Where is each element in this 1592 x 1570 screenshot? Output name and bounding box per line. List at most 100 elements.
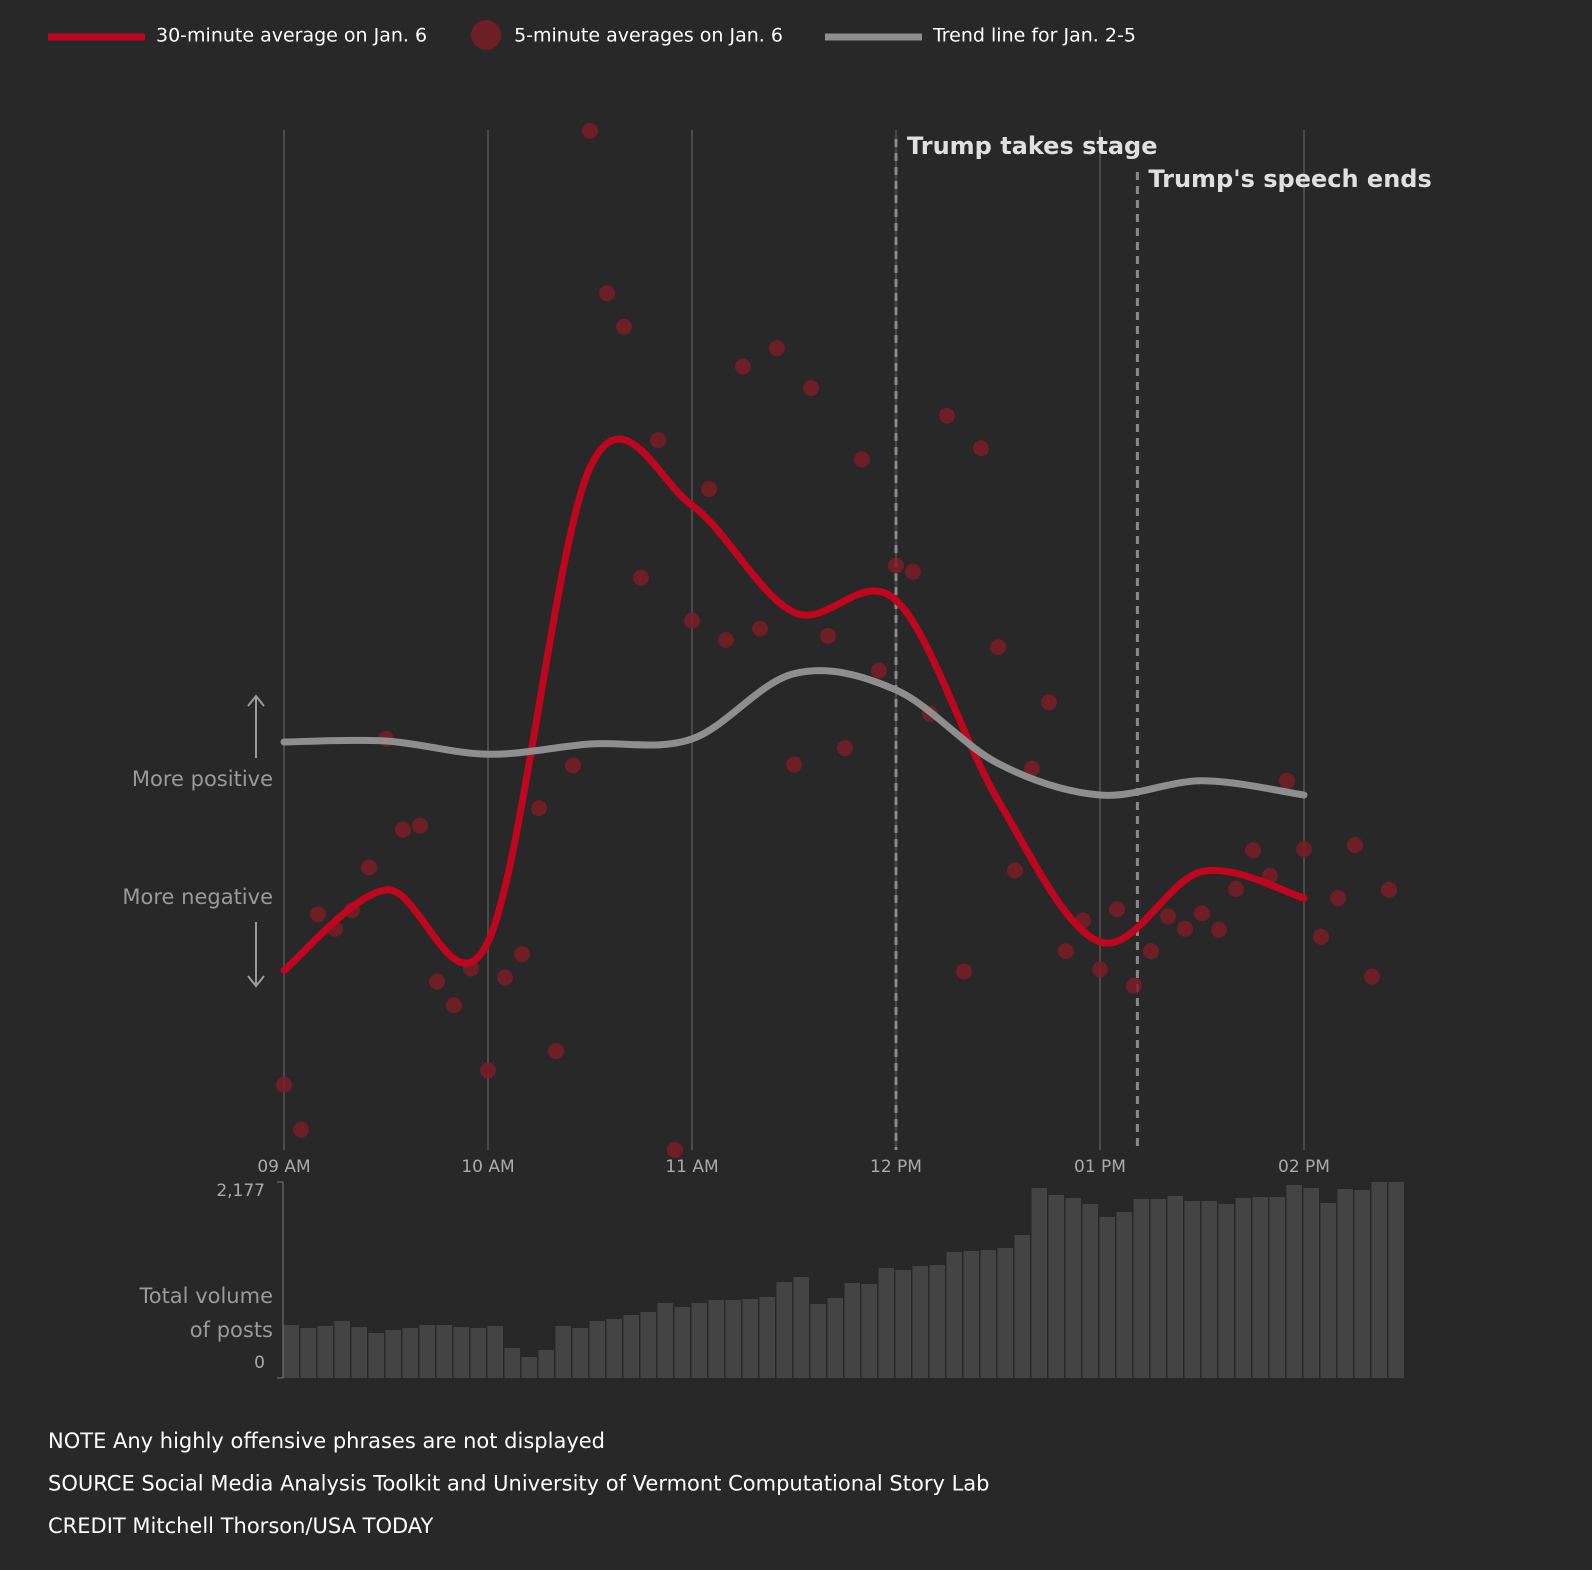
- dot: [837, 740, 853, 757]
- dot: [1160, 908, 1176, 925]
- legend-label: Trend line for Jan. 2-5: [932, 25, 1136, 47]
- dot: [1279, 772, 1295, 789]
- dot: [735, 358, 751, 375]
- bar: [504, 1348, 520, 1378]
- bar: [1065, 1198, 1081, 1378]
- dot: [1245, 842, 1261, 859]
- bar: [606, 1319, 622, 1378]
- dot: [310, 906, 326, 923]
- x-tick-label: 09 AM: [257, 1157, 310, 1177]
- dot: [395, 821, 411, 838]
- dot: [1330, 890, 1346, 907]
- bar: [1082, 1203, 1098, 1378]
- dot: [361, 859, 377, 876]
- dot: [939, 407, 955, 424]
- dot: [718, 632, 734, 648]
- dot: [1211, 921, 1227, 938]
- bar: [640, 1312, 656, 1378]
- dot: [1296, 841, 1312, 858]
- bar: [759, 1296, 775, 1378]
- bar: [317, 1325, 333, 1378]
- dot: [1092, 961, 1108, 978]
- bar: [1218, 1203, 1234, 1378]
- line: [280, 435, 1308, 974]
- dot: [1126, 977, 1142, 994]
- bar: [1201, 1200, 1217, 1378]
- bar: [1167, 1195, 1183, 1378]
- note: NOTE Any highly offensive phrases are no…: [48, 1429, 605, 1453]
- x-tick-label: 02 PM: [1278, 1157, 1330, 1177]
- dot: [480, 1062, 496, 1079]
- bar: [538, 1350, 554, 1378]
- bar: [776, 1282, 792, 1378]
- dot: [1007, 862, 1023, 879]
- dot: [786, 756, 802, 773]
- bar: [334, 1321, 350, 1378]
- dot: [1381, 881, 1397, 898]
- dot: [1177, 920, 1193, 937]
- dot: [1228, 880, 1244, 897]
- bar: [1133, 1199, 1149, 1378]
- arrow-head: [247, 975, 265, 988]
- dot: [1313, 928, 1329, 945]
- bar: [623, 1314, 639, 1378]
- bar: [1388, 1182, 1404, 1378]
- bar: [555, 1325, 571, 1378]
- dot: [752, 620, 768, 637]
- dot: [803, 380, 819, 397]
- bar: [1031, 1188, 1047, 1378]
- bar: [521, 1357, 537, 1378]
- dot: [667, 1142, 683, 1158]
- bar: [912, 1266, 928, 1378]
- x-tick-label: 01 PM: [1074, 1157, 1126, 1177]
- bar: [674, 1306, 690, 1378]
- y-tick-label: 0: [254, 1353, 265, 1373]
- dot: [1194, 905, 1210, 922]
- bar: [844, 1283, 860, 1378]
- bar: [657, 1303, 673, 1378]
- bar: [300, 1328, 316, 1378]
- dot: [446, 997, 462, 1014]
- dot: [633, 569, 649, 586]
- dot: [769, 340, 785, 357]
- bar: [1252, 1197, 1268, 1378]
- bar: [1099, 1217, 1115, 1378]
- bar: [1337, 1189, 1353, 1378]
- dot: [565, 757, 581, 774]
- bar: [691, 1303, 707, 1378]
- y-label: More positive: [132, 767, 273, 791]
- dot: [820, 627, 836, 644]
- bar: [453, 1327, 469, 1378]
- bar: [1150, 1199, 1166, 1378]
- dot: [1364, 968, 1380, 985]
- bar: [402, 1328, 418, 1378]
- bar: [929, 1265, 945, 1378]
- arrow-head: [247, 694, 265, 707]
- bar: [419, 1324, 435, 1378]
- bar: [980, 1249, 996, 1378]
- bar: [385, 1330, 401, 1378]
- legend-label: 5-minute averages on Jan. 6: [514, 25, 783, 47]
- bar: [742, 1299, 758, 1378]
- dot: [684, 612, 700, 629]
- bar: [436, 1324, 452, 1378]
- bar: [470, 1328, 486, 1378]
- bar: [997, 1247, 1013, 1378]
- dot: [1143, 943, 1159, 960]
- dot: [1109, 901, 1125, 918]
- bar: [1371, 1182, 1387, 1378]
- dot: [531, 800, 547, 817]
- y-label: More negative: [122, 885, 273, 909]
- bar: [725, 1300, 741, 1378]
- dot: [582, 123, 598, 140]
- bar: [1320, 1202, 1336, 1378]
- note: CREDIT Mitchell Thorson/USA TODAY: [48, 1514, 434, 1538]
- y-axis-label: Total volume: [138, 1284, 273, 1308]
- dot: [1058, 943, 1074, 960]
- dot: [1024, 760, 1040, 777]
- dot: [888, 557, 904, 574]
- dot: [293, 1121, 309, 1138]
- dot: [276, 1076, 292, 1093]
- dot: [956, 963, 972, 980]
